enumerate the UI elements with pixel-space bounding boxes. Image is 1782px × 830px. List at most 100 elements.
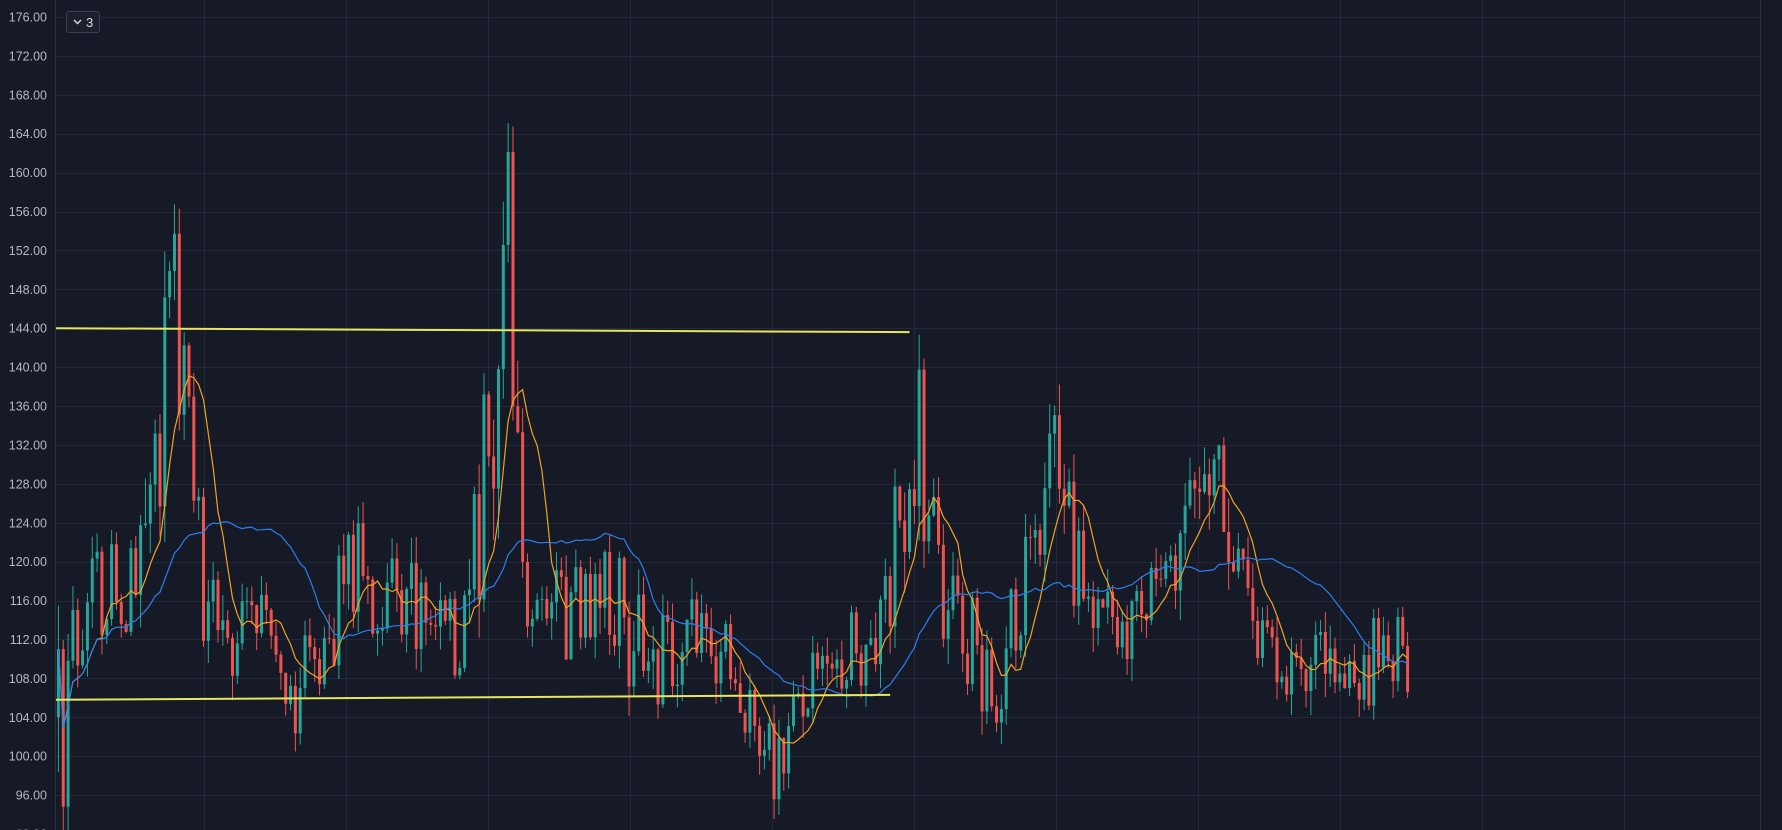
candle-body xyxy=(758,725,762,756)
candle-body xyxy=(221,620,225,631)
candle-body xyxy=(438,600,442,627)
trendlines[interactable] xyxy=(55,327,910,701)
candle-body xyxy=(1256,620,1260,658)
candle-body xyxy=(76,609,80,666)
candle-body xyxy=(414,563,418,649)
candle-body xyxy=(1014,589,1018,651)
candle-body xyxy=(937,497,941,545)
candle-body xyxy=(506,151,510,246)
candle-body xyxy=(95,551,99,559)
candle-body xyxy=(1285,676,1289,695)
candle-body xyxy=(1043,488,1047,555)
y-tick-label: 96.00 xyxy=(16,789,47,803)
candle-body xyxy=(1135,591,1139,602)
candle-body xyxy=(158,433,162,507)
candle-body xyxy=(293,685,297,734)
candle-body xyxy=(646,661,650,671)
candle-body xyxy=(1024,536,1028,636)
candle-body xyxy=(859,653,863,686)
candle-body xyxy=(453,598,457,676)
candle-body xyxy=(608,551,612,635)
candle-body xyxy=(666,614,670,623)
candle-body xyxy=(729,623,733,680)
candle-body xyxy=(622,558,626,618)
candle-body xyxy=(1328,648,1332,674)
candle-body xyxy=(385,582,389,629)
indicators-collapse-button[interactable]: 3 xyxy=(66,11,101,33)
candle-body xyxy=(1309,664,1313,692)
candle-body xyxy=(390,558,394,583)
y-tick-label: 144.00 xyxy=(9,322,47,336)
candle-body xyxy=(782,737,786,774)
candle-body xyxy=(71,609,75,661)
candle-body xyxy=(883,576,887,600)
candle-body xyxy=(492,456,496,489)
candle-body xyxy=(637,594,641,652)
trendline-support[interactable] xyxy=(55,693,891,701)
y-tick-label: 104.00 xyxy=(9,711,47,725)
candle-body xyxy=(912,489,916,507)
candle-body xyxy=(680,652,684,685)
candle-body xyxy=(327,638,331,640)
candle-body xyxy=(1048,433,1052,489)
candle-body xyxy=(791,696,795,727)
candle-body xyxy=(235,643,239,676)
trendline-resistance[interactable] xyxy=(55,327,910,334)
candle-body xyxy=(521,432,525,562)
candle-body xyxy=(946,610,950,639)
candle-body xyxy=(719,651,723,684)
candle-body xyxy=(279,654,283,673)
y-tick-label: 140.00 xyxy=(9,361,47,375)
candle-body xyxy=(593,573,597,638)
candle-body xyxy=(516,406,520,433)
candle-body xyxy=(864,644,868,686)
candle-body xyxy=(1004,648,1008,710)
candle-body xyxy=(685,619,689,653)
y-tick-label: 176.00 xyxy=(9,11,47,25)
candle-body xyxy=(874,637,878,665)
candle-body xyxy=(854,612,858,654)
candle-body xyxy=(501,245,505,370)
candle-body xyxy=(554,570,558,603)
candle-body xyxy=(888,576,892,627)
candle-body xyxy=(1062,488,1066,506)
candle-body xyxy=(767,723,771,750)
y-tick-label: 148.00 xyxy=(9,283,47,297)
candle-body xyxy=(632,651,636,687)
candle-body xyxy=(356,523,360,612)
candle-body xyxy=(1357,683,1361,700)
candle-body xyxy=(206,601,210,641)
candle-body xyxy=(1019,635,1023,651)
candle-body xyxy=(245,601,249,603)
candle-body xyxy=(908,489,912,552)
candle-body xyxy=(1261,620,1265,658)
candle-body xyxy=(975,597,979,646)
indicator-count: 3 xyxy=(86,14,94,30)
candle-body xyxy=(182,345,186,415)
candle-body xyxy=(1183,505,1187,534)
candle-body xyxy=(1130,601,1134,660)
candle-body xyxy=(260,594,264,634)
candle-body xyxy=(90,558,94,603)
candle-body xyxy=(1401,616,1405,646)
candle-body xyxy=(1352,660,1356,684)
candle-body xyxy=(342,555,346,585)
candle-body xyxy=(1169,555,1173,562)
candle-body xyxy=(405,588,409,635)
candle-body xyxy=(671,622,675,687)
candle-body xyxy=(1111,591,1115,617)
candle-body xyxy=(143,523,147,526)
candle-body xyxy=(762,749,766,756)
candle-body xyxy=(322,638,326,685)
candle-body xyxy=(1106,591,1110,608)
candle-body xyxy=(1057,415,1061,489)
gridlines xyxy=(56,0,1761,830)
candle-body xyxy=(1028,536,1032,538)
candle-body xyxy=(1343,673,1347,688)
candle-body xyxy=(110,544,114,620)
candle-body xyxy=(1391,661,1395,682)
candle-body xyxy=(211,579,215,602)
y-tick-label: 92.00 xyxy=(16,828,47,830)
